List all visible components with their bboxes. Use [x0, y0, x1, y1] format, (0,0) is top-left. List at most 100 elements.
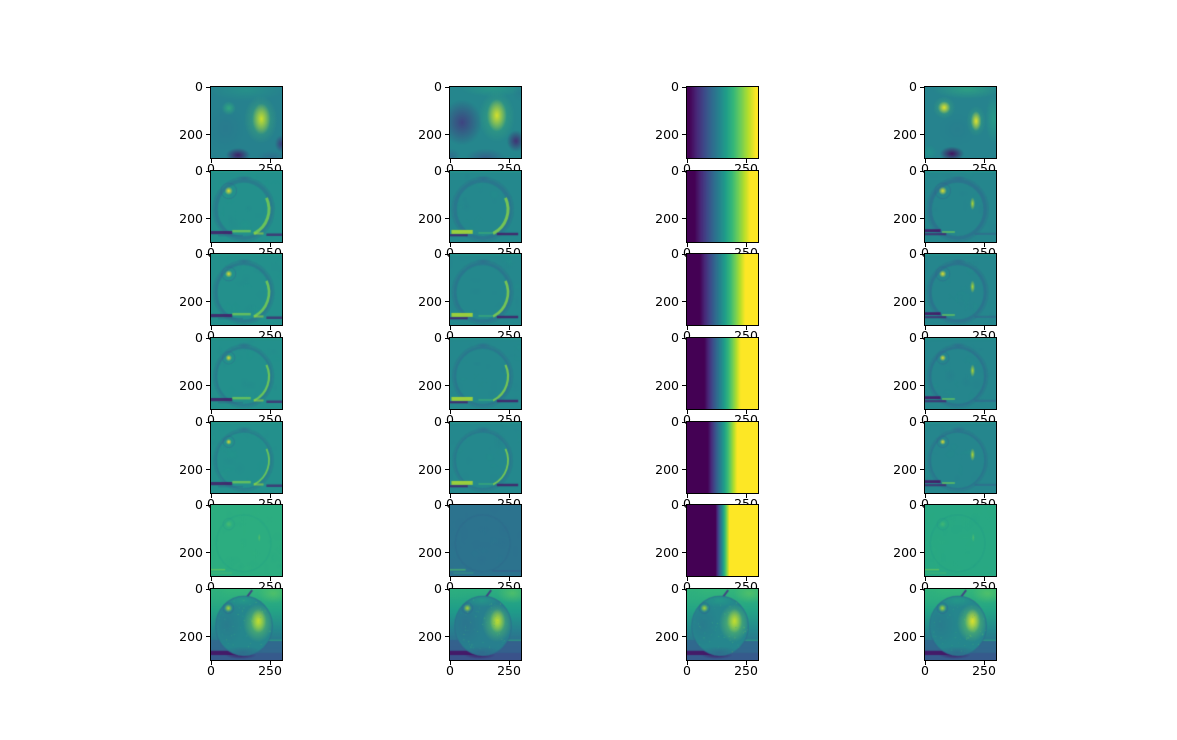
x-tick-mark — [509, 494, 510, 498]
y-tick-mark — [920, 254, 924, 255]
y-tick-label: 0 — [434, 78, 442, 94]
x-tick-mark — [925, 326, 926, 330]
heatmap-image — [210, 421, 283, 494]
subplot-r7-c4: 0 200 0 250 — [893, 582, 997, 677]
x-tick-mark — [746, 159, 747, 163]
y-tick-mark — [920, 589, 924, 590]
y-tick-mark — [920, 422, 924, 423]
x-tick-mark — [925, 577, 926, 581]
heatmap-image — [924, 170, 997, 243]
y-tick-mark — [682, 254, 686, 255]
x-tick-mark — [450, 661, 451, 665]
heatmap-image — [449, 588, 522, 661]
x-tick-label: 250 — [258, 663, 282, 678]
y-tick-mark — [682, 301, 686, 302]
x-tick-label: 0 — [921, 412, 929, 427]
x-tick-mark — [450, 410, 451, 414]
subplot-r2-c1: 0 200 0 250 — [179, 164, 283, 259]
subplot-r2-c4: 0 200 0 250 — [893, 164, 997, 259]
x-tick-mark — [746, 410, 747, 414]
y-tick-mark — [682, 422, 686, 423]
x-tick-label: 0 — [683, 328, 691, 343]
y-tick-mark — [682, 171, 686, 172]
y-tick-label: 0 — [434, 580, 442, 596]
y-tick-label: 0 — [909, 496, 917, 512]
heatmap-image — [449, 170, 522, 243]
y-tick-label: 0 — [434, 413, 442, 429]
y-tick-label: 200 — [179, 377, 203, 393]
y-tick-mark — [445, 254, 449, 255]
y-tick-label: 200 — [655, 461, 679, 477]
x-tick-mark — [925, 494, 926, 498]
y-tick-mark — [206, 301, 210, 302]
y-tick-label: 200 — [179, 126, 203, 142]
heatmap-image — [210, 253, 283, 326]
x-tick-label: 0 — [446, 245, 454, 260]
y-tick-label: 200 — [179, 544, 203, 560]
x-tick-label: 0 — [683, 412, 691, 427]
y-tick-mark — [206, 338, 210, 339]
x-tick-mark — [925, 159, 926, 163]
heatmap-image — [210, 86, 283, 159]
y-tick-label: 0 — [671, 413, 679, 429]
y-tick-mark — [206, 552, 210, 553]
y-tick-mark — [445, 301, 449, 302]
x-tick-label: 0 — [446, 663, 454, 678]
y-tick-mark — [445, 422, 449, 423]
x-tick-mark — [746, 661, 747, 665]
heatmap-image — [924, 337, 997, 410]
y-tick-label: 0 — [434, 496, 442, 512]
heatmap-image — [686, 337, 759, 410]
heatmap-image — [924, 86, 997, 159]
y-tick-mark — [920, 469, 924, 470]
x-tick-mark — [746, 494, 747, 498]
x-tick-label: 0 — [446, 161, 454, 176]
x-tick-label: 0 — [446, 496, 454, 511]
y-tick-mark — [445, 505, 449, 506]
y-tick-label: 0 — [671, 580, 679, 596]
x-tick-mark — [211, 159, 212, 163]
heatmap-image — [686, 504, 759, 577]
y-tick-label: 200 — [655, 377, 679, 393]
x-tick-mark — [687, 494, 688, 498]
y-tick-label: 0 — [671, 329, 679, 345]
heatmap-image — [449, 421, 522, 494]
y-tick-label: 200 — [418, 461, 442, 477]
x-tick-mark — [211, 494, 212, 498]
x-tick-mark — [211, 410, 212, 414]
y-tick-label: 200 — [655, 544, 679, 560]
subplot-r7-c2: 0 200 0 250 — [418, 582, 522, 677]
subplot-r6-c2: 0 200 0 250 — [418, 498, 522, 593]
x-tick-label: 0 — [921, 245, 929, 260]
subplot-r1-c3: 0 200 0 250 — [655, 80, 759, 175]
y-tick-mark — [206, 171, 210, 172]
y-tick-mark — [445, 171, 449, 172]
x-tick-mark — [687, 326, 688, 330]
subplot-r5-c3: 0 200 0 250 — [655, 415, 759, 510]
subplot-r4-c1: 0 200 0 250 — [179, 331, 283, 426]
y-tick-label: 0 — [434, 245, 442, 261]
x-tick-mark — [925, 661, 926, 665]
y-tick-mark — [206, 422, 210, 423]
x-tick-label: 0 — [683, 161, 691, 176]
subplot-r7-c1: 0 200 0 250 — [179, 582, 283, 677]
x-tick-label: 0 — [207, 412, 215, 427]
x-tick-label: 0 — [683, 663, 691, 678]
x-tick-label: 0 — [921, 328, 929, 343]
y-tick-label: 200 — [655, 210, 679, 226]
y-tick-mark — [206, 636, 210, 637]
x-tick-mark — [687, 661, 688, 665]
heatmap-image — [924, 253, 997, 326]
y-tick-label: 0 — [909, 162, 917, 178]
x-tick-mark — [270, 661, 271, 665]
y-tick-label: 0 — [671, 78, 679, 94]
subplot-r6-c1: 0 200 0 250 — [179, 498, 283, 593]
y-tick-label: 0 — [671, 162, 679, 178]
x-tick-label: 0 — [446, 579, 454, 594]
y-tick-label: 0 — [909, 78, 917, 94]
y-tick-mark — [206, 505, 210, 506]
x-tick-mark — [509, 661, 510, 665]
x-tick-mark — [509, 577, 510, 581]
y-tick-mark — [682, 636, 686, 637]
